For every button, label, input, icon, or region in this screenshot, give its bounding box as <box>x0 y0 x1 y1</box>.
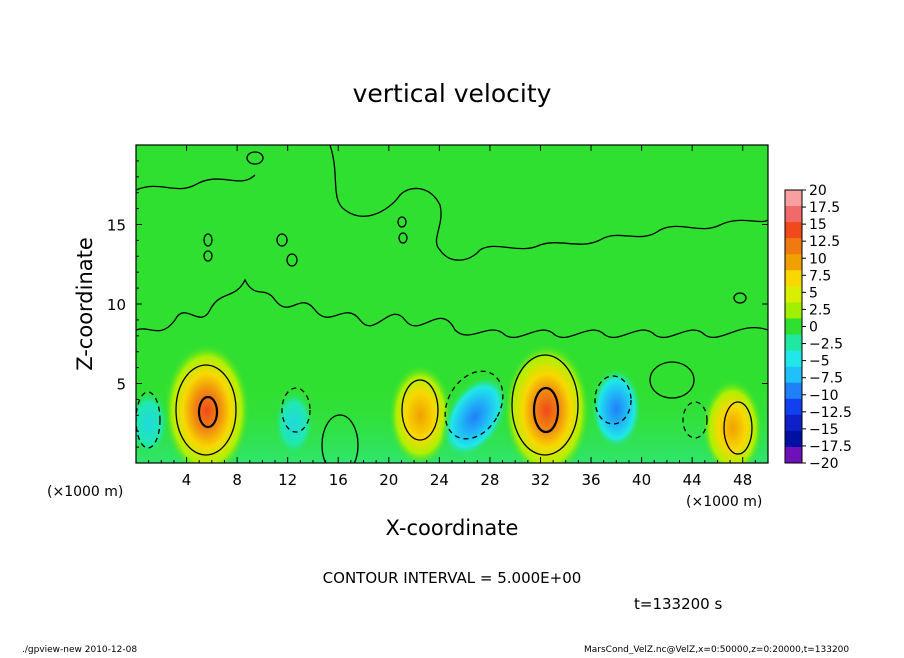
contour-upper-region <box>136 145 768 261</box>
colorbar-label: −10 <box>809 388 839 404</box>
colorbar-label: 2.5 <box>809 302 831 318</box>
colorbar-segment <box>785 238 802 255</box>
x-tick-label: 36 <box>581 471 600 489</box>
y-axis-label: Z-coordinate <box>73 237 97 371</box>
x-tick-label: 40 <box>632 471 651 489</box>
contour-downdraft-1 <box>444 370 504 440</box>
colorbar-label: −20 <box>809 456 839 472</box>
contour-small-4 <box>397 216 407 228</box>
updraft-2 <box>388 364 453 463</box>
chart-title: vertical velocity <box>353 79 552 108</box>
downdraft-7 <box>273 388 315 459</box>
colorbar-label: 7.5 <box>809 268 831 284</box>
colorbar-label: −7.5 <box>809 371 843 387</box>
contour-downdraft-5 <box>682 401 708 439</box>
contour-updraft-1-inner <box>197 395 219 429</box>
colorbar-segment <box>785 446 802 464</box>
contour-small-6 <box>203 233 213 247</box>
contour-downdraft-3 <box>281 387 311 433</box>
contour-small-7 <box>203 250 213 262</box>
contour-downdraft-2 <box>594 375 632 425</box>
x-tick-label: 4 <box>182 471 192 489</box>
contour-lines <box>136 145 768 463</box>
contour-updraft-3-inner <box>532 386 560 434</box>
x-tick-label: 32 <box>531 471 550 489</box>
contour-interval-text: CONTOUR INTERVAL = 5.000E+00 <box>323 569 582 587</box>
colorbar-label: 20 <box>809 183 827 199</box>
contour-small-1 <box>246 151 264 165</box>
colorbar-label: 0 <box>809 320 818 336</box>
colorbar-segment <box>785 254 802 271</box>
colorbar-label: −2.5 <box>809 337 843 353</box>
contour-cell-1 <box>321 414 359 463</box>
colorbar-segment <box>785 190 802 207</box>
colorbar-segment <box>785 366 802 384</box>
colorbar-segment <box>785 334 802 352</box>
colorbar-segment <box>785 206 802 223</box>
colorbar-label: 15 <box>809 217 827 233</box>
contour-small-3 <box>286 253 298 267</box>
y-tick-label: 15 <box>107 217 126 235</box>
downdraft-6 <box>590 367 642 451</box>
x-tick-label: 28 <box>480 471 499 489</box>
colorbar-label: 17.5 <box>809 200 840 216</box>
contour-small-5 <box>398 232 408 244</box>
x-tick-label: 8 <box>232 471 242 489</box>
colorbar-label: −12.5 <box>809 405 852 421</box>
colorbar-label: 10 <box>809 251 827 267</box>
x-tick-label: 48 <box>733 471 752 489</box>
x-unit-right: (×1000 m) <box>686 494 762 510</box>
x-tick-label: 20 <box>379 471 398 489</box>
footer-right: MarsCond_VelZ.nc@VelZ,x=0:50000,z=0:2000… <box>584 645 849 654</box>
colorbar-segment <box>785 270 802 287</box>
footer-left: ./gpview-new 2010-12-08 <box>22 645 137 654</box>
downdraft-8 <box>136 388 170 459</box>
plot-area <box>136 145 768 463</box>
y-axis: 5 10 15 <box>107 160 768 448</box>
x-tick-label: 44 <box>683 471 702 489</box>
colorbar-segment <box>785 286 802 303</box>
x-tick-label: 24 <box>430 471 449 489</box>
contour-small-8 <box>733 292 747 304</box>
updraft-4 <box>702 379 763 463</box>
colorbar-segment <box>785 222 802 239</box>
x-axis-label: X-coordinate <box>386 516 519 540</box>
time-label: t=133200 s <box>634 595 722 613</box>
x-axis: 4 8 12 16 20 24 28 32 36 40 44 48 <box>148 145 756 489</box>
x-tick-label: 12 <box>278 471 297 489</box>
colorbar-segment <box>785 414 802 432</box>
colorbar-segment <box>785 430 802 448</box>
contour-updraft-2-outer <box>401 379 439 441</box>
downdraft-5 <box>440 374 509 460</box>
updraft-3 <box>503 343 590 463</box>
contour-updraft-3-outer <box>511 354 579 456</box>
colorbar-label: −15 <box>809 422 839 438</box>
updraft-1 <box>163 343 250 463</box>
contour-cell-2 <box>649 361 695 399</box>
contour-upper-boundary <box>136 278 768 338</box>
colorbar-label: −5 <box>809 354 830 370</box>
x-unit-left: (×1000 m) <box>47 484 123 500</box>
colorbar-segment <box>785 382 802 400</box>
colorbar-segment <box>785 302 802 319</box>
colorbar-segment <box>785 318 802 336</box>
colorbar-segment <box>785 398 802 416</box>
contour-updraft-4-outer <box>723 401 753 455</box>
contour-small-2 <box>276 233 288 247</box>
contour-downdraft-4 <box>136 391 161 449</box>
feature-layer <box>136 343 763 463</box>
colorbar-label: −17.5 <box>809 439 852 455</box>
colorbar-label: 5 <box>809 285 818 301</box>
y-tick-label: 5 <box>116 376 126 394</box>
x-tick-label: 16 <box>329 471 348 489</box>
y-tick-label: 10 <box>107 296 126 314</box>
contour-updraft-1-outer <box>175 364 237 456</box>
colorbar-segment <box>785 350 802 368</box>
colorbar-label: 12.5 <box>809 234 840 250</box>
